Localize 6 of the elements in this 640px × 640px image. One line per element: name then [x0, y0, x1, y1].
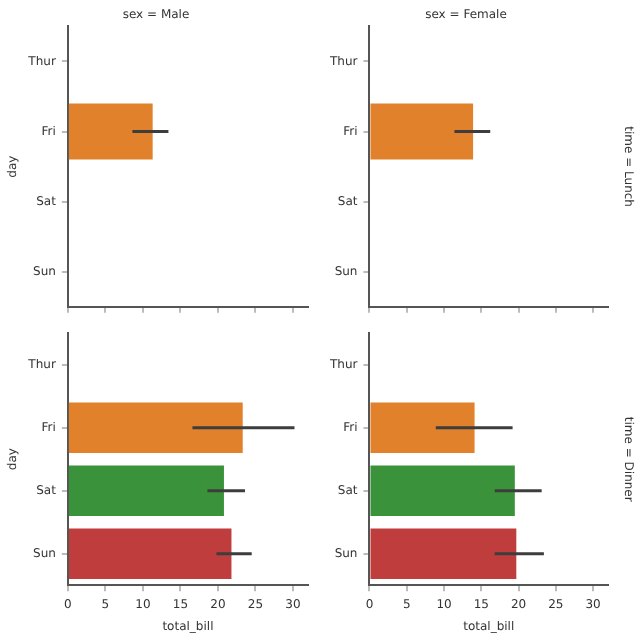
- bar: [370, 528, 517, 579]
- bar: [68, 528, 232, 579]
- bar: [68, 465, 224, 516]
- bar: [68, 402, 243, 453]
- bar: [370, 465, 515, 516]
- bar: [370, 402, 475, 453]
